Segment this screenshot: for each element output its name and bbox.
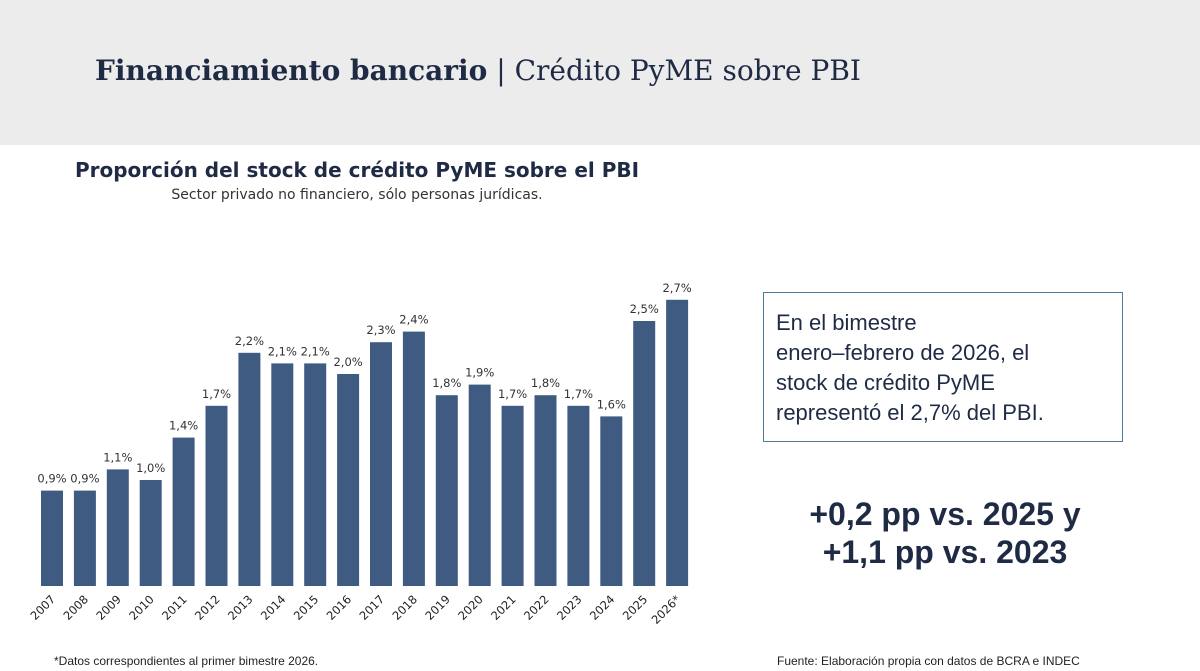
highlight-stat: +0,2 pp vs. 2025 y +1,1 pp vs. 2023 — [760, 495, 1130, 571]
data-label: 1,6% — [597, 397, 626, 411]
data-label: 2,2% — [235, 334, 264, 348]
bar-2013 — [238, 352, 261, 586]
bar-2008 — [73, 490, 96, 586]
x-tick-label: 2023 — [554, 592, 585, 623]
x-tick-label: 2026* — [649, 592, 684, 627]
info-box-line: stock de crédito PyME — [776, 370, 995, 395]
data-label: 2,1% — [268, 344, 297, 358]
data-label: 2,0% — [333, 355, 362, 369]
data-label: 2,5% — [630, 302, 659, 316]
chart-subtitle: Sector privado no financiero, sólo perso… — [171, 187, 543, 203]
bar-2015 — [304, 363, 327, 586]
bar-2018 — [402, 331, 425, 586]
footnote: *Datos correspondientes al primer bimest… — [54, 654, 319, 668]
data-label: 1,7% — [202, 387, 231, 401]
info-box-line: representó el 2,7% del PBI. — [776, 400, 1044, 425]
bar-2014 — [271, 363, 294, 586]
x-tick-label: 2013 — [225, 592, 256, 623]
bar-2017 — [370, 342, 392, 586]
bar-2025 — [633, 321, 656, 586]
info-box-line: enero–febrero de 2026, el — [776, 340, 1030, 365]
x-tick-label: 2019 — [422, 592, 453, 623]
bar-2024 — [600, 416, 623, 586]
x-tick-label: 2015 — [291, 592, 322, 623]
data-label: 2,4% — [399, 313, 428, 327]
x-tick-label: 2014 — [258, 592, 289, 623]
data-label: 0,9% — [70, 472, 99, 486]
x-tick-label: 2024 — [587, 592, 618, 623]
bar-2023 — [567, 405, 590, 586]
x-tick-label: 2022 — [521, 592, 552, 623]
x-tick-label: 2025 — [620, 592, 651, 623]
bar-2016 — [337, 374, 360, 586]
bar-2010 — [139, 480, 162, 586]
data-label: 2,7% — [662, 281, 691, 295]
header-band: Financiamiento bancario | Crédito PyME s… — [0, 0, 1200, 145]
data-label: 2,1% — [301, 344, 330, 358]
bar-2021 — [501, 405, 524, 586]
x-tick-label: 2018 — [389, 592, 420, 623]
bar-2020 — [468, 384, 491, 586]
data-label: 1,0% — [136, 461, 165, 475]
x-tick-label: 2016 — [324, 592, 355, 623]
bar-2026* — [666, 299, 689, 586]
bar-2012 — [205, 405, 228, 586]
page-title-bold: Financiamiento bancario — [95, 54, 488, 87]
page-title: Financiamiento bancario | Crédito PyME s… — [95, 54, 861, 87]
bar-2011 — [172, 437, 195, 586]
highlight-line: +1,1 pp vs. 2023 — [822, 534, 1068, 570]
data-label: 1,8% — [531, 376, 560, 390]
data-label: 1,7% — [498, 387, 527, 401]
x-tick-label: 2017 — [357, 592, 388, 623]
x-tick-label: 2020 — [455, 592, 486, 623]
data-label: 1,8% — [432, 376, 461, 390]
x-tick-label: 2021 — [488, 592, 519, 623]
bar-2009 — [106, 469, 129, 586]
x-tick-label: 2011 — [159, 592, 190, 623]
highlight-line: +0,2 pp vs. 2025 y — [809, 496, 1081, 532]
page-title-rest: Crédito PyME sobre PBI — [514, 54, 861, 87]
data-label: 1,7% — [564, 387, 593, 401]
info-box: En el bimestre enero–febrero de 2026, el… — [763, 292, 1123, 442]
info-box-line: En el bimestre — [776, 310, 917, 335]
bar-2022 — [534, 395, 557, 586]
x-tick-label: 2009 — [93, 592, 124, 623]
bar-2019 — [435, 395, 458, 586]
bar-chart: 0,9% 2007 0,9% 2008 1,1% 2009 1,0% 2010 1,4% 2011… — [28, 281, 692, 627]
x-tick-label: 2010 — [126, 592, 157, 623]
bar-2007 — [41, 490, 63, 586]
x-tick-label: 2008 — [60, 592, 91, 623]
data-label: 0,9% — [37, 472, 66, 486]
data-label: 1,4% — [169, 419, 198, 433]
x-tick-label: 2012 — [192, 592, 223, 623]
source-note: Fuente: Elaboración propia con datos de … — [777, 654, 1080, 668]
data-label: 2,3% — [366, 323, 395, 337]
chart-title: Proporción del stock de crédito PyME sob… — [74, 158, 640, 182]
data-label: 1,1% — [103, 450, 132, 464]
data-label: 1,9% — [465, 366, 494, 380]
x-tick-label: 2007 — [28, 592, 59, 623]
title-separator: | — [496, 54, 506, 87]
